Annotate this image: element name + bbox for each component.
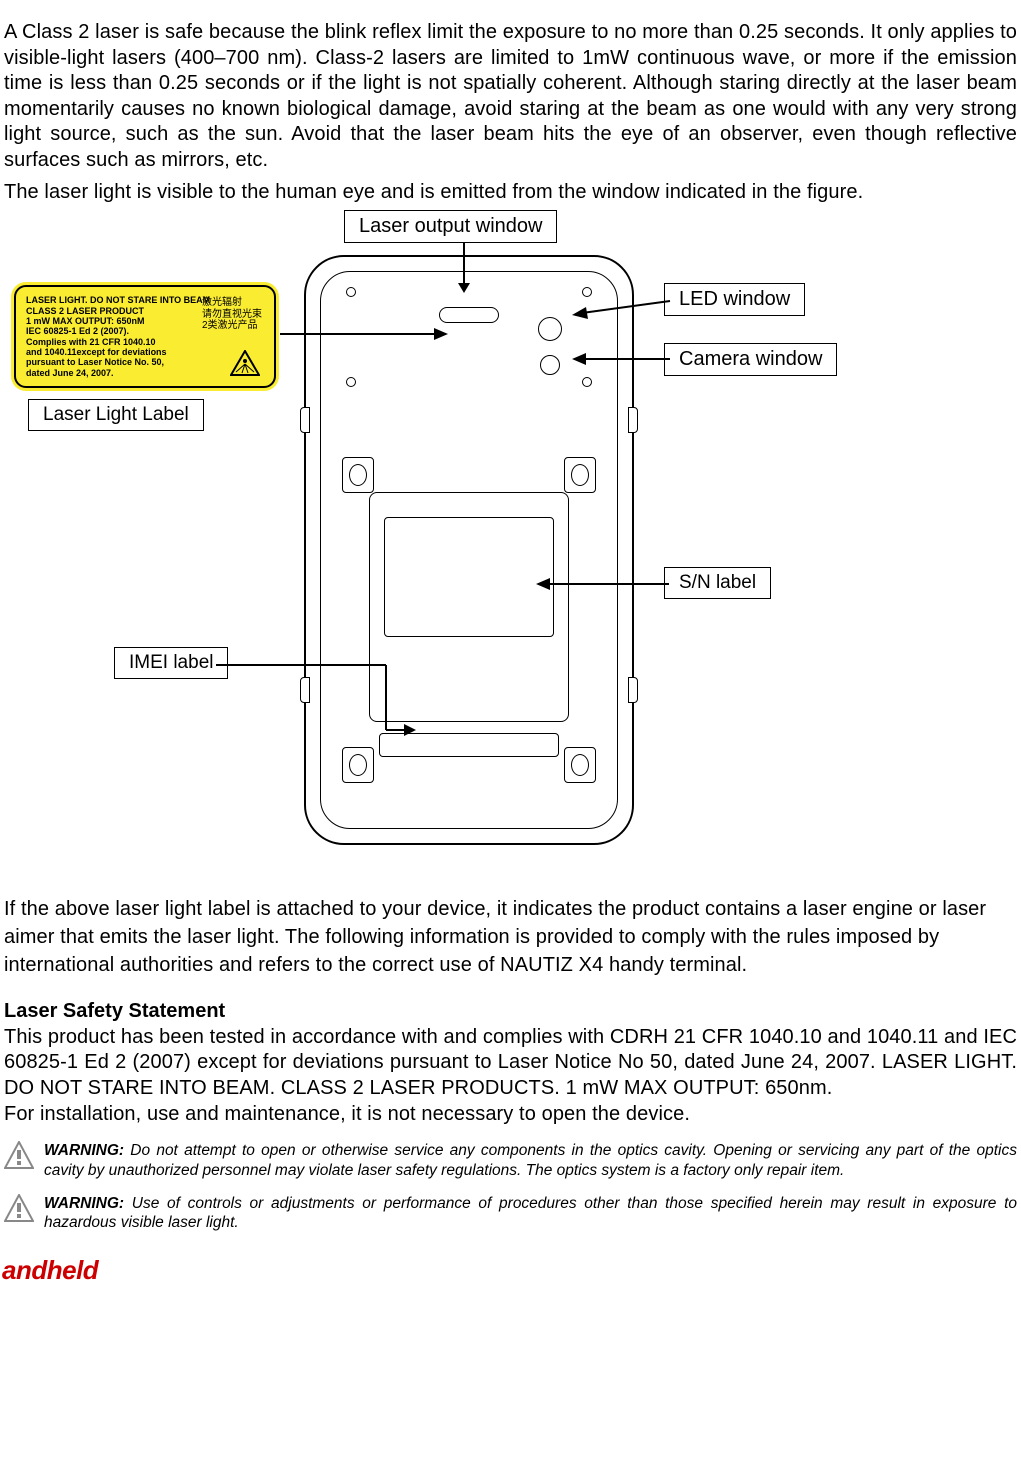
callout-laser-output-window: Laser output window (344, 210, 557, 243)
device-outline (304, 255, 634, 845)
arrow-sn-label (534, 577, 669, 591)
arrow-camera-window (570, 349, 670, 369)
after-diagram-paragraph: If the above laser light label is attach… (4, 895, 1017, 979)
yellow-line8: dated June 24, 2007. (26, 368, 264, 378)
callout-laser-light-label: Laser Light Label (28, 399, 204, 431)
warning-1-text: WARNING: Do not attempt to open or other… (44, 1141, 1017, 1180)
yellow-line5: Complies with 21 CFR 1040.10 (26, 337, 264, 347)
warning-2-body: Use of controls or adjustments or perfor… (44, 1195, 1017, 1231)
arrow-led-window (570, 297, 670, 317)
yellow-line7: pursuant to Laser Notice No. 50, (26, 357, 264, 367)
brand-logo: andheld (2, 1255, 1017, 1286)
laser-triangle-icon (230, 350, 260, 376)
warning-1: WARNING: Do not attempt to open or other… (4, 1141, 1017, 1180)
safety-paragraph-1: This product has been tested in accordan… (4, 1025, 1017, 1102)
callout-led-window: LED window (664, 283, 805, 316)
warning-1-lead: WARNING: (44, 1142, 124, 1159)
warning-2-lead: WARNING: (44, 1195, 124, 1212)
laser-light-label-sticker: LASER LIGHT. DO NOT STARE INTO BEAM CLAS… (14, 285, 276, 388)
warning-triangle-icon (4, 1194, 34, 1222)
intro-paragraph-1: A Class 2 laser is safe because the blin… (4, 20, 1017, 174)
safety-paragraph-2: For installation, use and maintenance, i… (4, 1102, 1017, 1128)
arrow-imei-label (216, 662, 416, 742)
yellow-cn1: 激光辐射 (202, 297, 262, 309)
callout-camera-window: Camera window (664, 343, 837, 376)
arrow-laser-light-label (280, 327, 450, 341)
warning-2-text: WARNING: Use of controls or adjustments … (44, 1194, 1017, 1233)
warning-triangle-icon (4, 1141, 34, 1169)
intro-paragraph-2: The laser light is visible to the human … (4, 180, 1017, 206)
safety-heading: Laser Safety Statement (4, 999, 1017, 1025)
warning-1-body: Do not attempt to open or otherwise serv… (44, 1142, 1017, 1178)
callout-imei-label: IMEI label (114, 647, 228, 679)
brand-text: andheld (2, 1255, 98, 1285)
arrow-laser-output (454, 243, 474, 293)
yellow-line6: and 1040.11except for deviations (26, 347, 264, 357)
yellow-cn2: 请勿直视光束 (202, 309, 262, 321)
warning-2: WARNING: Use of controls or adjustments … (4, 1194, 1017, 1233)
yellow-cn3: 2类激光产品 (202, 320, 262, 332)
callout-sn-label: S/N label (664, 567, 771, 599)
device-diagram: Laser output window LED window Camera wi… (4, 215, 1017, 875)
